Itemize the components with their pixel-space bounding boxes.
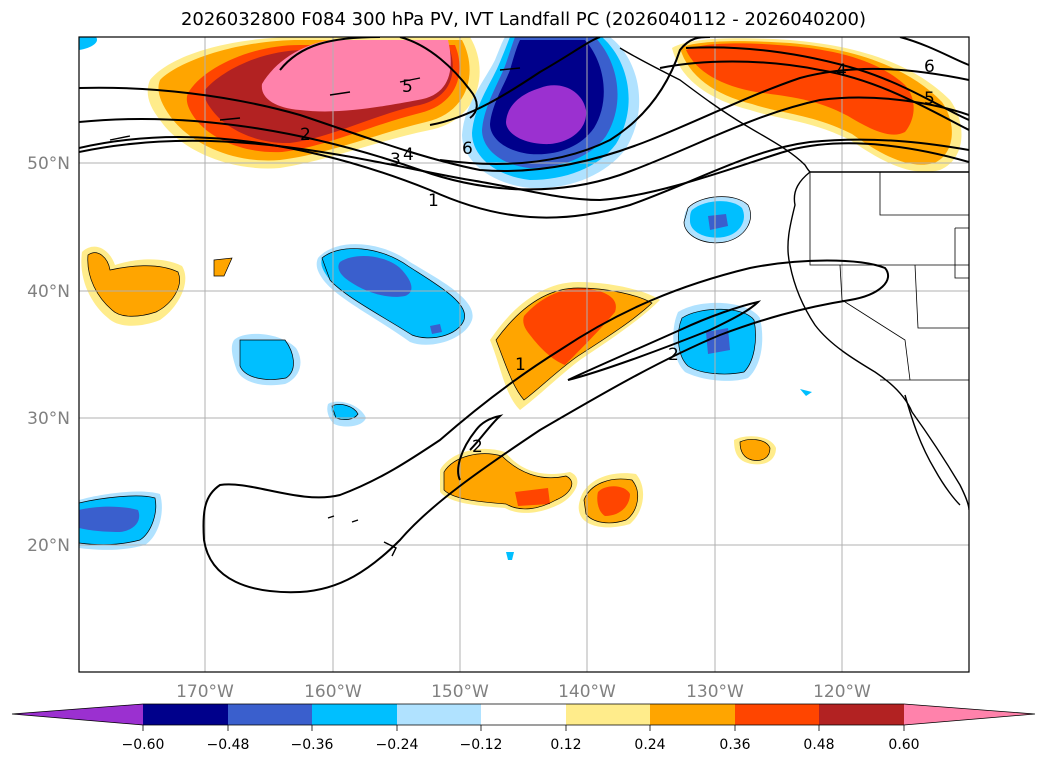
anomaly-negative-corner	[79, 37, 98, 50]
lon-tick: 120°W	[813, 682, 871, 702]
colorbar-tick: −0.48	[207, 737, 250, 753]
contour-label: 4	[836, 61, 847, 81]
colorbar-segment	[566, 704, 650, 725]
colorbar-tick: −0.12	[460, 737, 503, 753]
anomaly-negative-north	[462, 37, 640, 189]
anomaly-negative-patches	[79, 196, 812, 560]
anomaly-positive-northeast	[672, 38, 962, 172]
contour-label: 4	[403, 145, 414, 165]
lat-tick-labels: 50°N 40°N 30°N 20°N	[27, 154, 70, 556]
lat-tick: 30°N	[27, 409, 70, 429]
lat-tick: 20°N	[27, 536, 70, 556]
lon-tick: 170°W	[176, 682, 234, 702]
ivt-contours	[79, 37, 969, 594]
pv-anomaly-fill	[79, 37, 962, 560]
colorbar-segment	[481, 704, 566, 725]
contour-label: 6	[924, 57, 935, 77]
colorbar-segment	[12, 704, 143, 725]
contour-label: 3	[390, 150, 401, 170]
colorbar-segment	[143, 704, 228, 725]
colorbar-segment	[735, 704, 819, 725]
anomaly-outlines	[79, 196, 771, 545]
colorbar-segment	[228, 704, 312, 725]
anomaly-positive-patches	[81, 246, 776, 528]
lon-tick: 130°W	[686, 682, 744, 702]
lon-tick-labels: 170°W 160°W 150°W 140°W 130°W 120°W	[176, 682, 871, 702]
colorbar-tick: 0.36	[719, 737, 750, 753]
colorbar-segment	[819, 704, 904, 725]
lat-tick: 40°N	[27, 282, 70, 302]
colorbar-tick: −0.36	[291, 737, 334, 753]
colorbar-segment	[904, 704, 1035, 725]
contour-label: 5	[402, 77, 413, 97]
contour-label: 1	[515, 355, 526, 375]
lon-tick: 140°W	[558, 682, 616, 702]
lat-tick: 50°N	[27, 154, 70, 174]
contour-label: 6	[462, 139, 473, 159]
colorbar-tick: 0.60	[888, 737, 919, 753]
colorbar-segment	[397, 704, 481, 725]
chart-title: 2026032800 F084 300 hPa PV, IVT Landfall…	[180, 9, 867, 30]
colorbar-segment	[312, 704, 397, 725]
anomaly-positive-northwest	[147, 37, 480, 169]
lon-tick: 150°W	[431, 682, 489, 702]
colorbar-tick: −0.24	[376, 737, 419, 753]
contour-label: 5	[924, 89, 935, 109]
colorbar-tick: 0.48	[803, 737, 834, 753]
state-borders	[809, 172, 969, 381]
contour-label: 2	[668, 345, 679, 365]
colorbar: −0.60 −0.48 −0.36 −0.24 −0.12 0.12 0.24 …	[11, 703, 1036, 753]
contour-label: 2	[472, 437, 483, 457]
contour-labels: 5 2 3 4 6 1 4 6 5 1 2 2	[300, 57, 935, 457]
coastlines	[109, 47, 969, 557]
contour-label: 1	[428, 191, 439, 211]
colorbar-segment	[650, 704, 735, 725]
colorbar-tick: 0.24	[634, 737, 665, 753]
colorbar-tick: −0.60	[122, 737, 165, 753]
map-frame	[78, 36, 970, 673]
colorbar-tick: 0.12	[550, 737, 581, 753]
lon-tick: 160°W	[304, 682, 362, 702]
gridlines	[79, 37, 969, 672]
contour-label: 2	[300, 125, 311, 145]
